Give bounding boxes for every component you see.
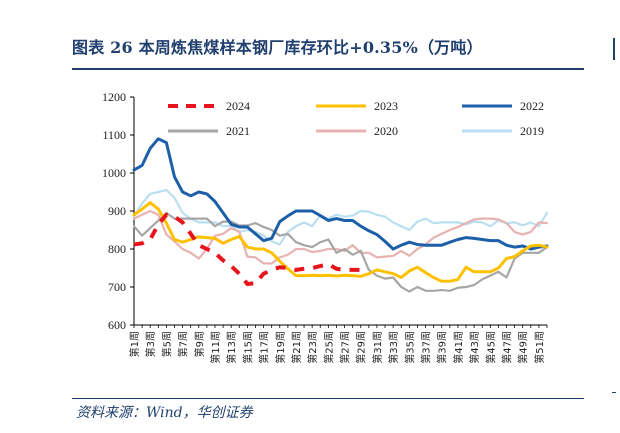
x-tick-label: 第15周: [241, 331, 254, 364]
figure-title: 图表 26 本周炼焦煤样本钢厂库存环比+0.35%（万吨）: [72, 38, 483, 57]
legend-label-2024: 2024: [226, 99, 250, 113]
y-tick-label: 700: [108, 280, 126, 294]
title-rule: [72, 68, 584, 70]
legend-label-2022: 2022: [520, 99, 544, 113]
x-tick-label: 第29周: [355, 331, 368, 364]
x-tick-label: 第41周: [452, 331, 465, 364]
x-tick-label: 第5周: [160, 331, 173, 357]
y-tick-label: 1000: [102, 166, 126, 180]
series-lines: [132, 137, 549, 293]
x-tick-label: 第49周: [517, 331, 530, 364]
x-tick-label: 第11周: [209, 331, 222, 364]
series-line-2022: [132, 137, 549, 251]
x-tick-label: 第9周: [193, 331, 206, 357]
source-rule: [72, 398, 584, 399]
x-tick-label: 第25周: [322, 331, 335, 364]
y-tick-label: 1200: [102, 90, 126, 104]
x-tick-label: 第23周: [306, 331, 319, 364]
legend-label-2021: 2021: [226, 124, 250, 138]
y-tick-label: 1100: [102, 128, 126, 142]
series-line-2019: [132, 189, 549, 246]
legend-label-2023: 2023: [374, 99, 398, 113]
series-line-2023: [132, 201, 549, 283]
source-note: 资料来源：Wind，华创证券: [76, 405, 253, 421]
x-tick-label: 第37周: [420, 331, 433, 364]
x-tick-label: 第39周: [436, 331, 449, 364]
x-tick-label: 第21周: [290, 331, 303, 364]
x-tick-label: 第7周: [177, 331, 190, 357]
x-tick-label: 第27周: [339, 331, 352, 364]
x-tick-label: 第31周: [371, 331, 384, 364]
legend-label-2020: 2020: [374, 124, 398, 138]
y-tick-label: 900: [108, 204, 126, 218]
axes: 600700800900100011001200第1周 第3周 第5周 第7周 第9周第…: [102, 90, 548, 364]
x-tick-label: 第33周: [387, 331, 400, 364]
series-line-2024: [133, 212, 361, 286]
x-tick-label: 第13周: [225, 331, 238, 364]
x-tick-label: 第47周: [501, 331, 514, 364]
legend: 2024 2023 2022 2021 2020 2019: [168, 99, 544, 138]
x-tick-label: 第45周: [484, 331, 497, 364]
adjacent-figure-edge: [613, 38, 615, 60]
y-tick-label: 800: [108, 242, 126, 256]
legend-label-2019: 2019: [520, 124, 544, 138]
x-tick-label: 第19周: [274, 331, 287, 364]
x-tick-label: 第35周: [403, 331, 416, 364]
x-tick-label: 第51周: [533, 331, 546, 364]
adjacent-figure-edge-lower: [612, 392, 616, 393]
x-tick-label: 第17周: [258, 331, 271, 364]
y-tick-label: 600: [108, 318, 126, 332]
x-tick-label: 第3周: [144, 331, 157, 357]
x-tick-label: 第1周: [128, 331, 141, 357]
series-line-2021: [132, 211, 549, 293]
x-tick-label: 第43周: [468, 331, 481, 364]
